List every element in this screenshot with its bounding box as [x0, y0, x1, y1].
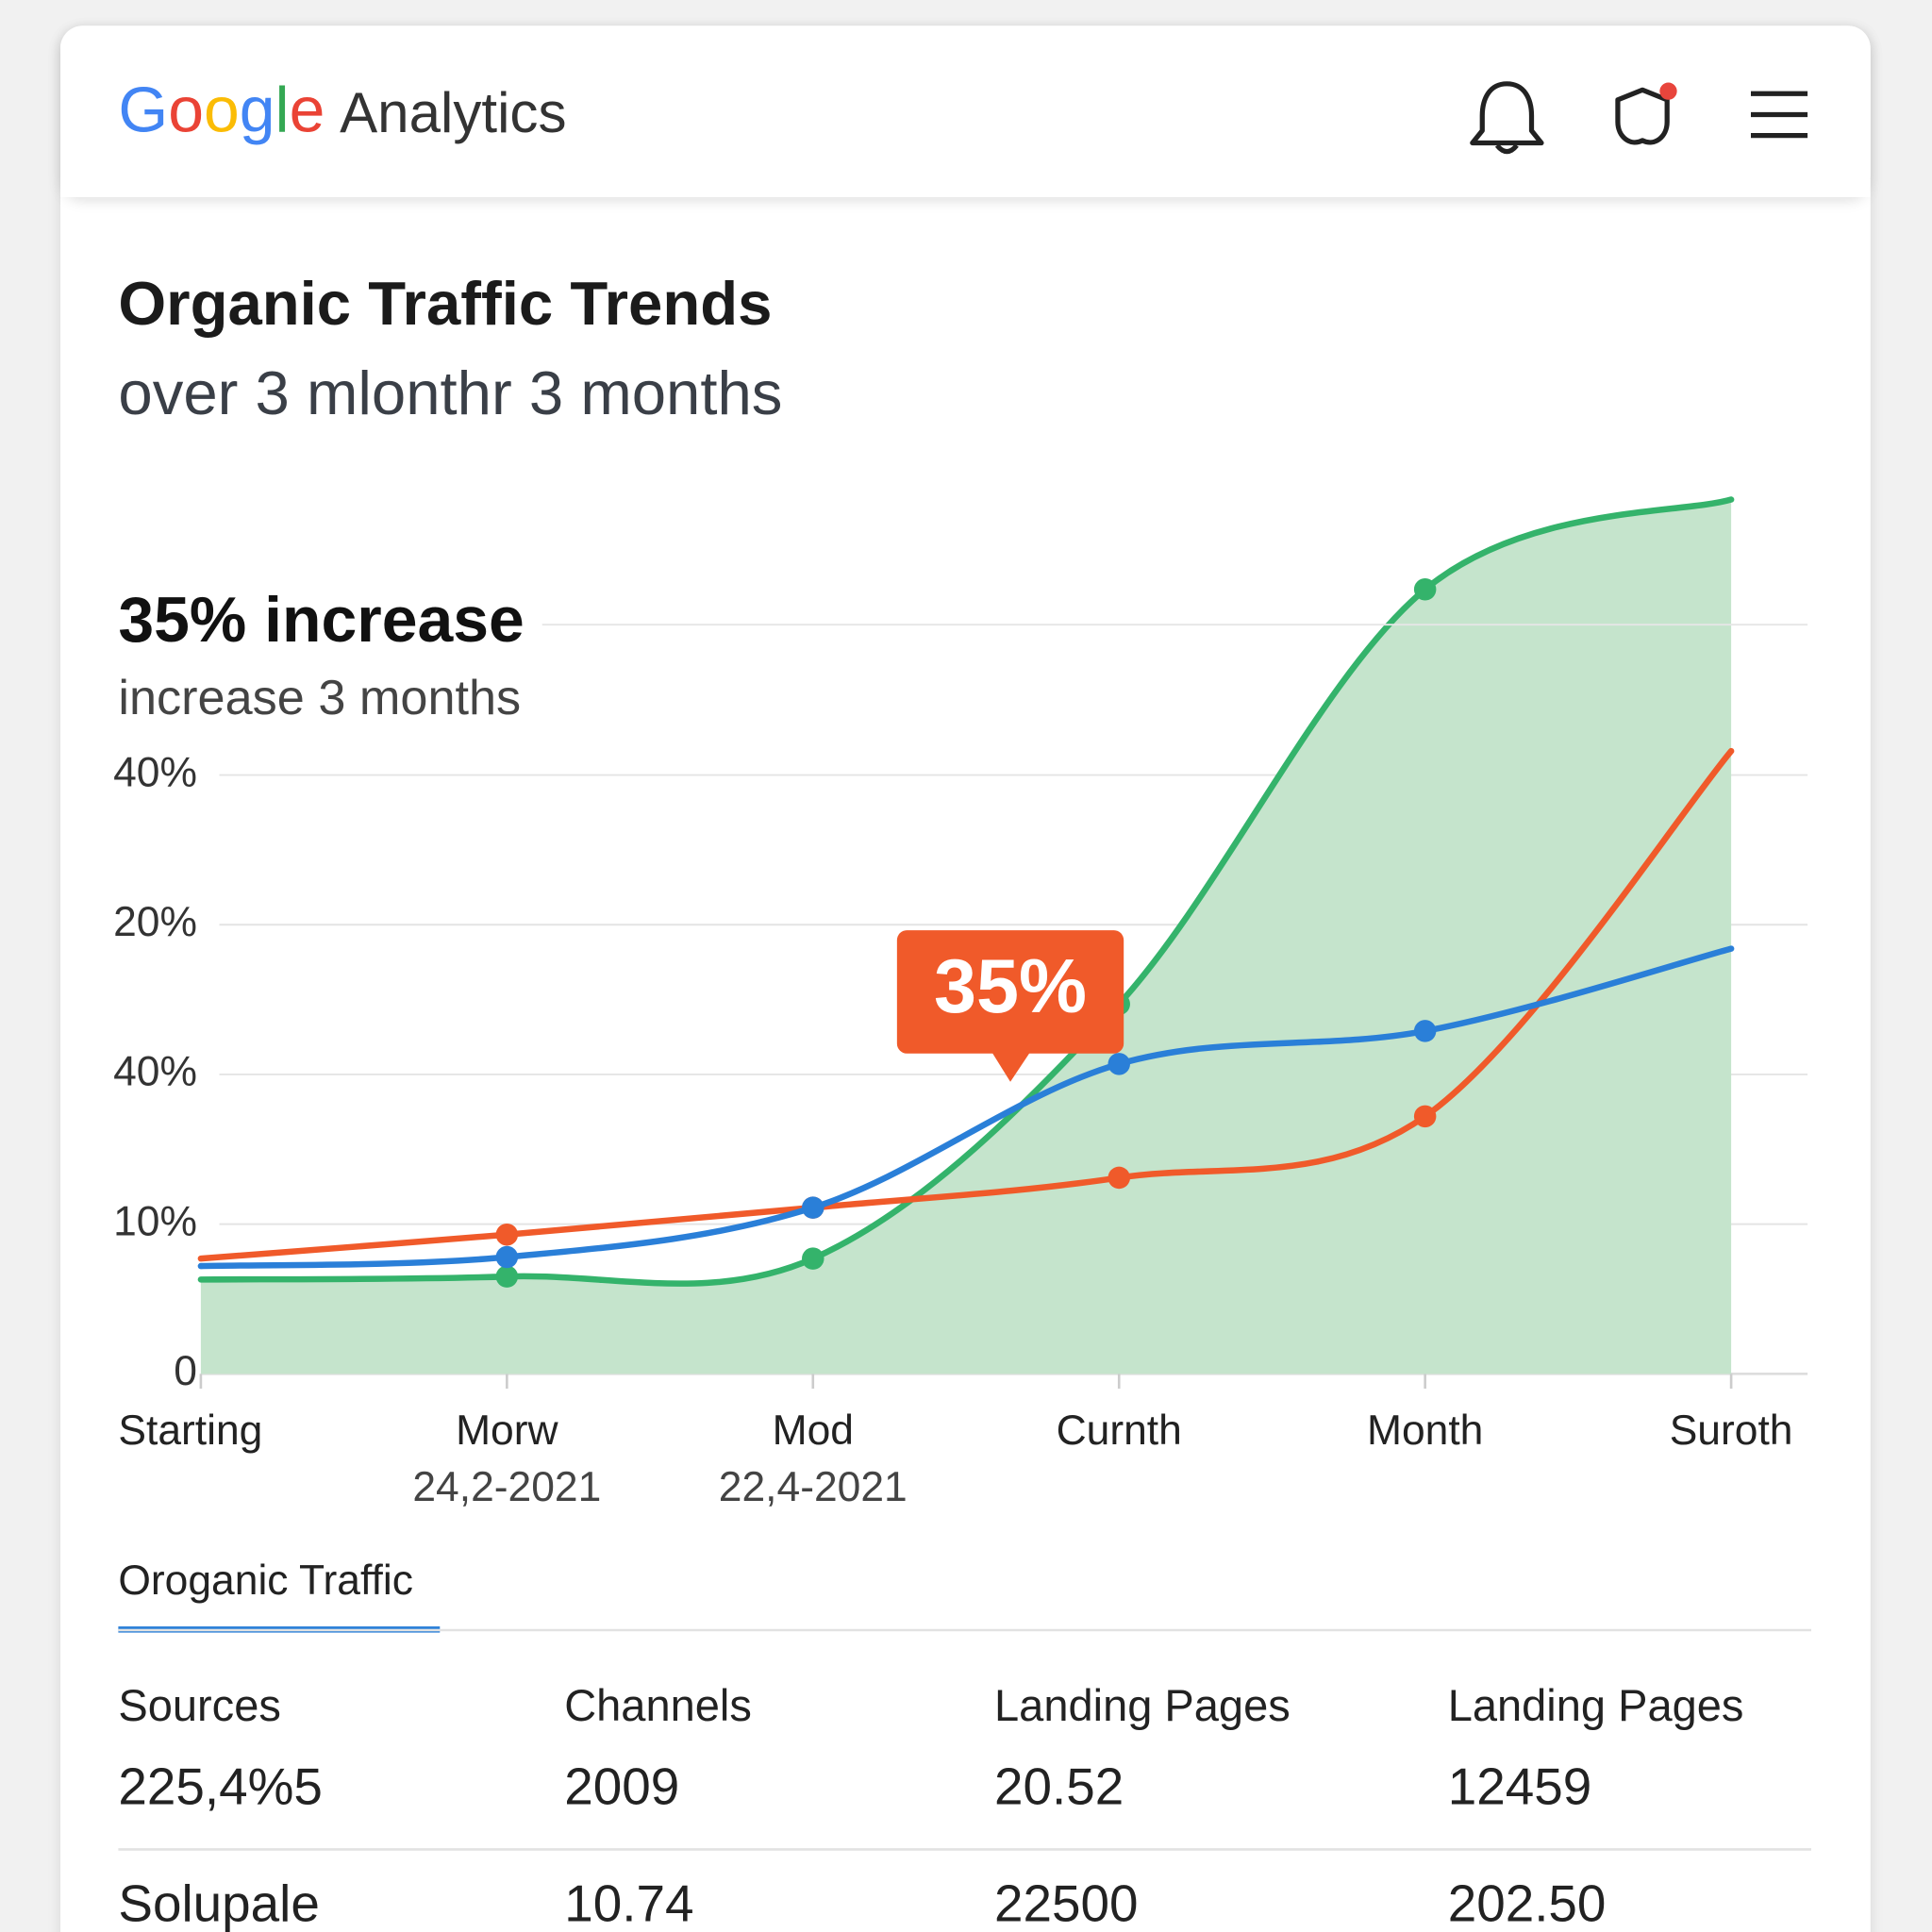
table-cell: 10.74	[564, 1874, 693, 1932]
point	[802, 1196, 824, 1219]
bell-icon[interactable]	[1470, 81, 1544, 155]
product-name: Analytics	[340, 81, 566, 144]
y-tick-label: 40%	[113, 1049, 197, 1095]
point	[495, 1245, 519, 1269]
brand: Google	[118, 75, 325, 145]
table-cell: 22500	[994, 1874, 1139, 1932]
x-tick-label: Curnth	[1057, 1407, 1182, 1454]
column-header: Channels	[564, 1680, 752, 1730]
y-tick-label: 0	[174, 1348, 197, 1394]
menu-icon[interactable]	[1750, 91, 1808, 139]
table-cell: 20.52	[994, 1757, 1124, 1815]
callout: 35%	[896, 930, 1124, 1082]
point	[495, 1265, 519, 1288]
point	[495, 1223, 519, 1246]
table: Sources Channels Landing Pages Landing Page…	[118, 1680, 1811, 1932]
x-tick-sublabel: 24,2-2021	[412, 1464, 601, 1510]
chart-subtitle: over 3 mlonthr 3 months	[118, 358, 782, 427]
table-cell: 2009	[564, 1757, 679, 1815]
column-header: Landing Pages	[1448, 1680, 1744, 1730]
y-tick-label: 10%	[113, 1198, 197, 1244]
point	[1108, 1053, 1130, 1075]
headline-sub: increase 3 months	[118, 671, 521, 725]
table-cell: 12459	[1448, 1757, 1592, 1815]
column-header: Landing Pages	[994, 1680, 1291, 1730]
x-tick-label: Starting	[118, 1407, 262, 1454]
point	[802, 1247, 824, 1270]
x-tick-label: Mod	[773, 1407, 854, 1454]
tab-label[interactable]: Oroganic Traffic	[118, 1557, 413, 1604]
app-bar-fill	[60, 74, 1871, 197]
shield-icon[interactable]	[1615, 82, 1677, 145]
y-tick-label: 20%	[113, 899, 197, 945]
table-cell: Solupale	[118, 1874, 319, 1932]
point	[1413, 578, 1437, 601]
x-tick-label: Morw	[456, 1407, 558, 1454]
table-cell: 225,4%5	[118, 1757, 323, 1815]
point	[1413, 1020, 1437, 1042]
x-tick-label: Suroth	[1670, 1407, 1793, 1454]
line	[197, 747, 1735, 1262]
chart-title: Organic Traffic Trends	[118, 269, 772, 338]
headline: 35% increase	[118, 585, 524, 656]
line	[197, 496, 1735, 1287]
y-tick-label: 40%	[113, 749, 197, 795]
x-tick-label: Month	[1367, 1407, 1483, 1454]
line	[197, 945, 1735, 1270]
table-cell: 202.50	[1448, 1874, 1607, 1932]
plot: 0 10% 40% 20% 40% Starting Morw Mod Curnth Month S…	[113, 496, 1808, 1510]
callout-label: 35%	[934, 944, 1087, 1029]
point	[1413, 1105, 1437, 1128]
point	[1108, 1166, 1130, 1190]
column-header: Sources	[118, 1680, 280, 1730]
x-tick-sublabel: 22,4-2021	[719, 1464, 908, 1510]
